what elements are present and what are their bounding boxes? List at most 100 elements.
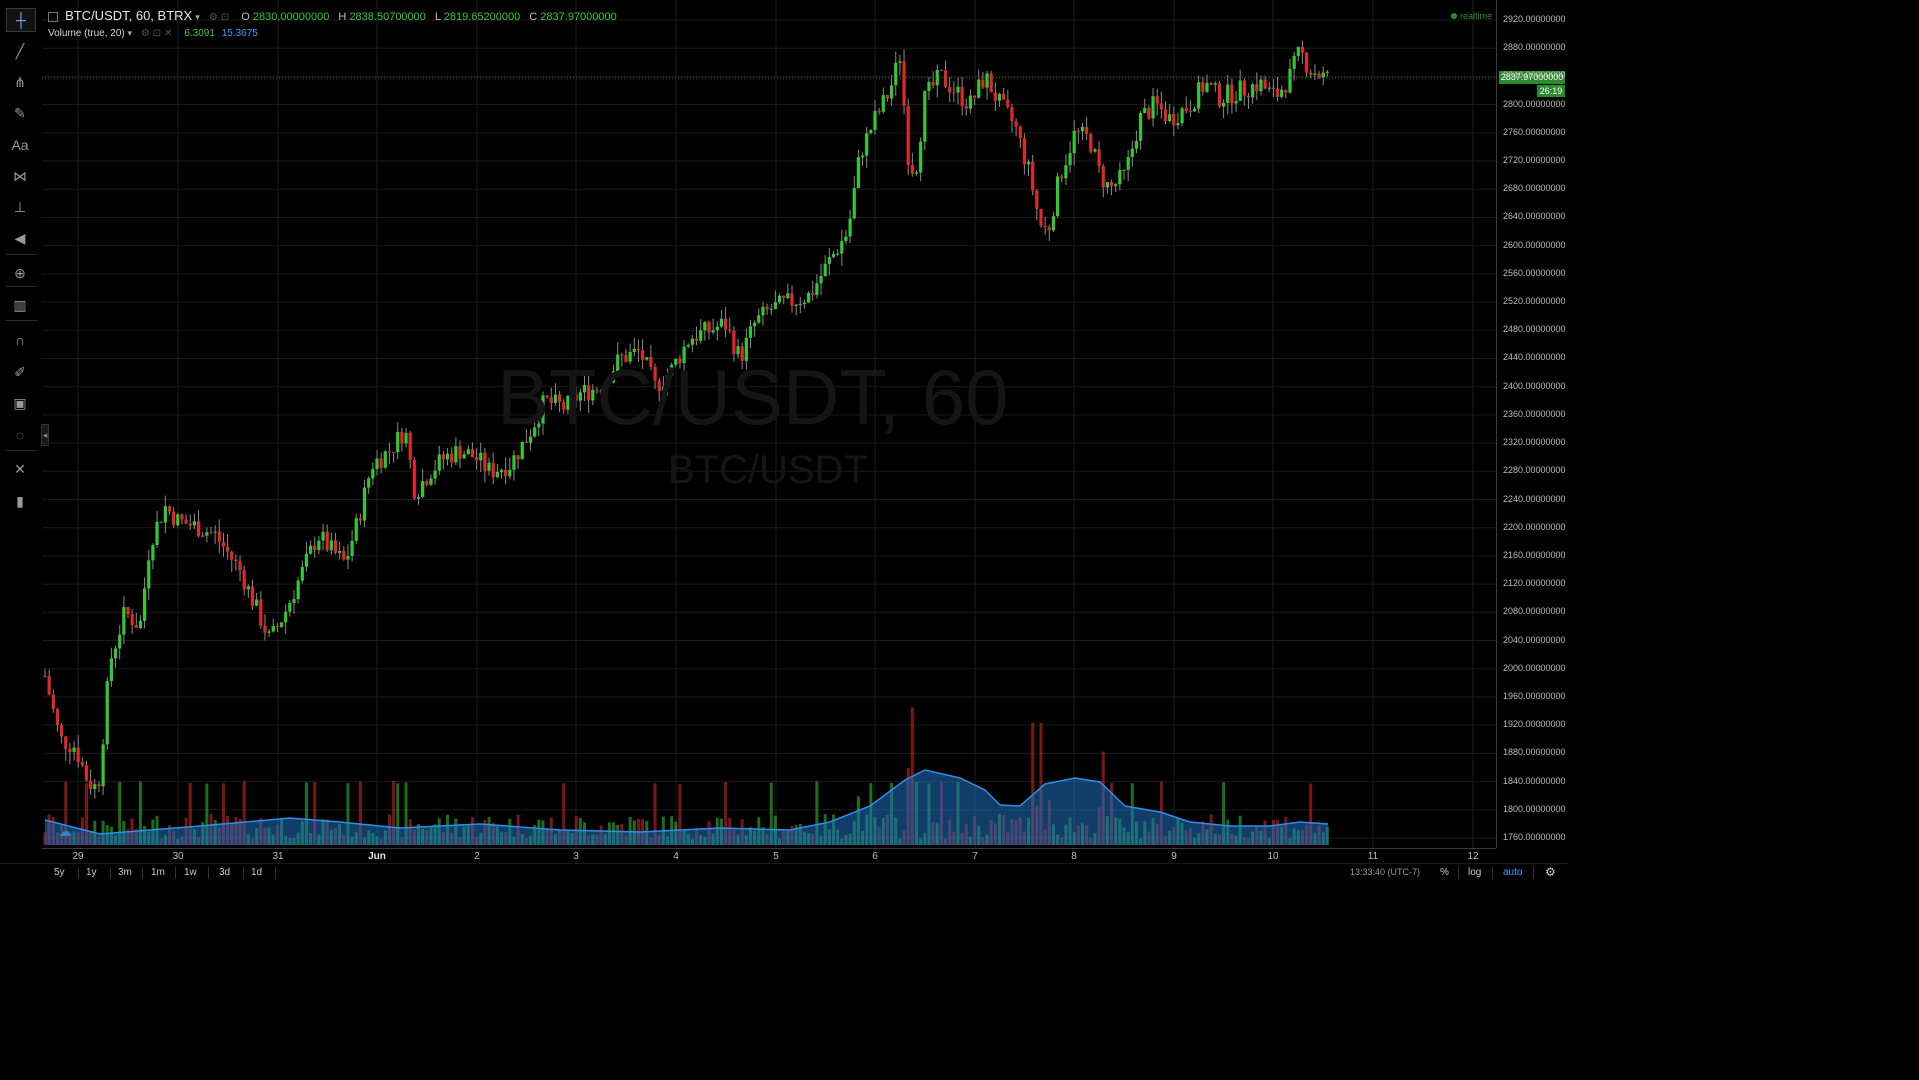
price-tick-label: 2160.00000000: [1503, 549, 1566, 560]
lock-icon[interactable]: ▣: [13, 394, 27, 411]
candle-body: [1201, 82, 1205, 92]
candle-body: [574, 394, 578, 401]
symbol-title[interactable]: BTC/USDT, 60, BTRX: [65, 8, 193, 23]
candle-body: [761, 306, 765, 316]
symbol-visibility-toggle[interactable]: [48, 12, 58, 23]
candle-body: [1051, 216, 1056, 231]
candle-body: [342, 551, 346, 560]
candle-body: [221, 541, 226, 547]
price-tick-label: 2400.00000000: [1503, 380, 1566, 391]
auto-scale-button[interactable]: auto: [1503, 867, 1523, 878]
candle-body: [686, 344, 690, 347]
brush-icon[interactable]: ✎: [14, 104, 26, 121]
candle-body: [1010, 106, 1014, 122]
candle-body: [230, 551, 234, 560]
back-arrow-icon[interactable]: ◀: [14, 229, 26, 246]
candle-body: [358, 518, 362, 521]
candle-body: [76, 747, 80, 762]
volume-bar: [358, 781, 362, 845]
trash-icon[interactable]: ▮: [16, 492, 24, 509]
candle-body: [292, 599, 296, 603]
candle-body: [354, 518, 358, 541]
log-scale-button[interactable]: log: [1468, 867, 1482, 878]
tools-icon[interactable]: ✕: [14, 460, 26, 477]
candle-body: [724, 318, 728, 330]
candle-body: [603, 382, 607, 393]
indicator-controls-icon[interactable]: ⚙⊡✕: [140, 28, 176, 39]
ruler-icon[interactable]: ▥: [13, 296, 27, 313]
candle-body: [325, 531, 329, 551]
range-button-1w[interactable]: 1w: [184, 867, 197, 878]
range-button-1y[interactable]: 1y: [86, 867, 97, 878]
divider: [78, 867, 79, 879]
candle-body: [350, 540, 354, 556]
candle-body: [64, 736, 68, 749]
toolbar-divider: [5, 320, 37, 321]
candle-body: [1313, 73, 1317, 75]
candle-body: [1213, 83, 1217, 85]
pattern-tool-icon[interactable]: ⋈: [13, 167, 27, 184]
candle-body: [176, 514, 180, 526]
toolbar-collapse-handle[interactable]: ◂: [41, 424, 49, 446]
stay-in-drawing-icon[interactable]: ✐: [14, 363, 26, 380]
time-tick-label: 8: [1071, 851, 1077, 862]
price-tick-label: 1760.00000000: [1503, 832, 1566, 842]
candle-body: [288, 602, 292, 612]
measure-tool-icon[interactable]: ⊥: [13, 198, 27, 215]
candle-body: [213, 531, 217, 533]
chart-pane[interactable]: ☁: [42, 0, 1496, 848]
candle-body: [508, 469, 512, 477]
text-tool-icon[interactable]: Aa: [11, 137, 29, 153]
candle-body: [537, 423, 541, 428]
candle-body: [1006, 99, 1010, 107]
price-tick-label: 2840.00000000: [1503, 70, 1566, 81]
time-tick-label: 12: [1467, 851, 1479, 862]
candle-body: [255, 599, 259, 606]
settings-gear-icon[interactable]: ⚙: [1545, 865, 1556, 879]
candle-body: [910, 165, 914, 174]
fib-tool-icon[interactable]: ⋔: [14, 73, 26, 90]
hide-icon[interactable]: ◌: [15, 427, 25, 443]
magnet-icon[interactable]: ∩: [14, 332, 26, 348]
candle-body: [284, 611, 288, 623]
chevron-down-icon[interactable]: ▾: [195, 12, 200, 22]
time-tick-label: 3: [573, 851, 579, 862]
candle-body: [1222, 102, 1226, 107]
watermark-pair: BTC/USDT: [668, 448, 868, 492]
candle-body: [620, 354, 624, 356]
price-axis[interactable]: 2837.97000000 26:19 2920.00000000 2880.00…: [1496, 0, 1569, 848]
price-tick-label: 2040.00000000: [1503, 634, 1566, 645]
range-button-3m[interactable]: 3m: [118, 867, 132, 878]
candle-body: [80, 761, 84, 766]
time-axis[interactable]: 29 30 31 Jun 2 3 4 5 6 7 8 9 10 11 12: [42, 848, 1496, 867]
range-button-1d[interactable]: 1d: [251, 867, 263, 878]
candle-body: [719, 318, 724, 327]
candle-body: [1180, 108, 1184, 124]
candle-body: [524, 441, 528, 443]
candle-body: [765, 306, 769, 310]
candle-body: [499, 469, 504, 472]
candlestick-chart[interactable]: ☁: [42, 0, 1496, 848]
price-tick-label: 2280.00000000: [1503, 465, 1566, 476]
candle-body: [948, 86, 952, 93]
zoom-icon[interactable]: ⊕: [14, 264, 26, 281]
candle-body: [1026, 161, 1031, 165]
candle-body: [1280, 89, 1284, 97]
candle-body: [43, 675, 47, 677]
trend-line-icon[interactable]: ╱: [15, 42, 25, 59]
range-button-1m[interactable]: 1m: [151, 867, 165, 878]
clock[interactable]: 13:33:40 (UTC-7): [1350, 867, 1421, 877]
candle-body: [421, 481, 425, 497]
crosshair-icon[interactable]: ┼: [6, 8, 36, 32]
percent-scale-button[interactable]: %: [1440, 867, 1449, 878]
candle-body: [968, 95, 973, 109]
range-button-5y[interactable]: 5y: [54, 867, 65, 878]
legend-settings-icon[interactable]: ⚙⊡: [208, 12, 233, 23]
price-tick-label: 2440.00000000: [1503, 352, 1566, 363]
candle-body: [1309, 72, 1313, 75]
volume-indicator-title[interactable]: Volume (true, 20): [48, 28, 125, 39]
chevron-down-icon[interactable]: ▾: [127, 28, 133, 38]
time-tick-label: 5: [773, 851, 779, 862]
range-button-3d[interactable]: 3d: [219, 867, 231, 878]
price-tick-label: 1880.00000000: [1503, 747, 1566, 758]
